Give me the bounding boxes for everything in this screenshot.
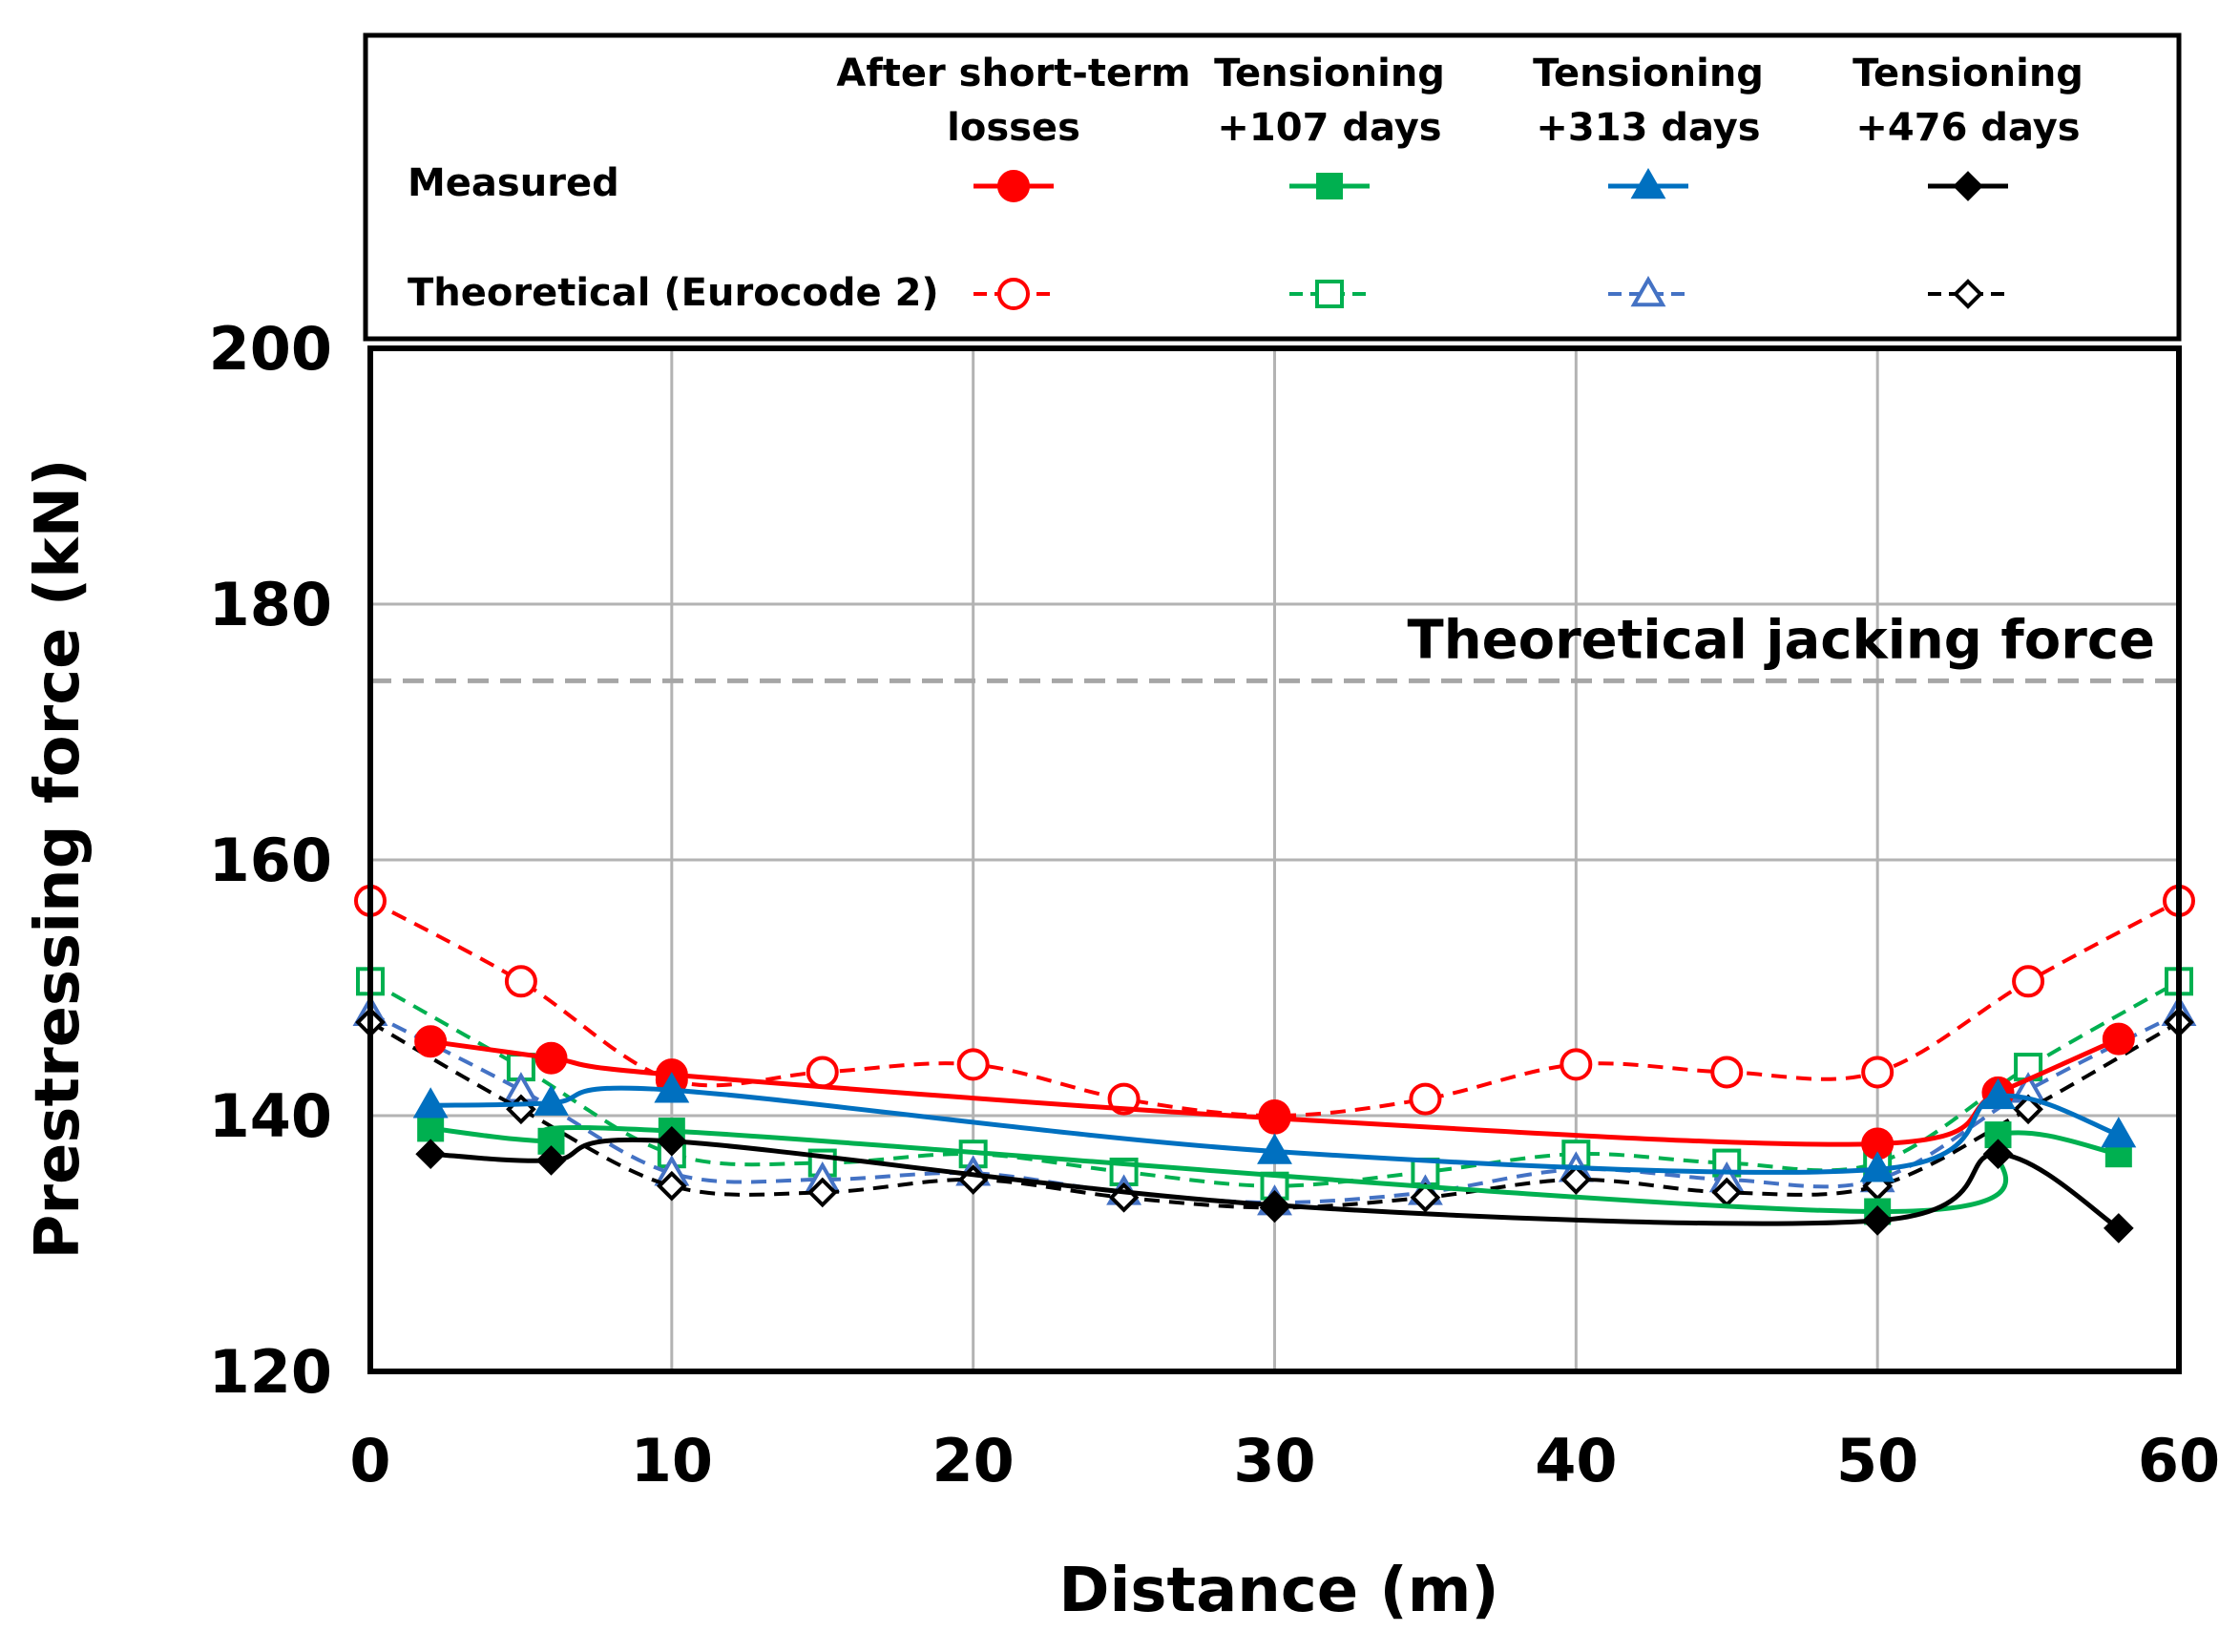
x-tick-label: 30 [1233,1426,1315,1495]
legend-marker-theoretical [1630,275,1666,307]
data-point [806,1056,839,1089]
data-point [2012,965,2045,998]
y-tick-label: 180 [209,570,332,639]
series-measured-3 [415,1125,2134,1244]
legend-col-3-line2: +313 days [1536,106,1760,150]
y-tick-label: 120 [209,1337,332,1407]
legend-col-3-line1: Tensioning [1533,52,1764,95]
legend-samples [973,167,2008,310]
y-tick-label: 200 [209,314,332,384]
data-point [414,1025,448,1058]
reference-line-group: Theoretical jacking force [370,609,2179,683]
legend-marker-theoretical [1953,279,1983,309]
x-axis-label: Distance (m) [1058,1556,1498,1626]
data-point [417,1115,445,1142]
legend-marker-measured [1953,171,1983,201]
x-tick-label: 20 [932,1426,1015,1495]
x-tick-label: 50 [1836,1426,1918,1495]
data-point [956,1048,990,1081]
data-point [1259,1189,1290,1221]
data-point [1862,1205,1893,1236]
data-point [2013,1094,2043,1125]
y-tick-label: 160 [209,826,332,895]
data-point [534,1084,569,1116]
data-point [657,1170,687,1202]
axes: 0 10 20 30 40 50 60 120 140 160 180 200 [209,314,2221,1495]
data-point [1257,1133,1292,1164]
data-point [806,1177,838,1208]
x-tick-label: 10 [631,1426,713,1495]
y-axis-label: Prestressing force (kN) [23,459,94,1260]
legend-col-1-line1: After short-term [836,52,1190,95]
data-point [2104,1213,2134,1244]
series-measured-2 [412,1072,2137,1182]
legend-col-4-line1: Tensioning [1853,52,2083,95]
legend-col-1-line2: losses [947,106,1080,150]
reference-line-label: Theoretical jacking force [1408,609,2155,671]
legend-box [363,32,2182,342]
data-point [535,1145,567,1176]
data-point [1861,1056,1895,1089]
data-point [504,965,537,998]
x-tick-label: 60 [2138,1426,2220,1495]
data-point [412,1087,449,1119]
data-point [1560,1048,1593,1081]
legend-marker-measured [1316,173,1343,199]
data-point [1710,1056,1744,1089]
data-point [1982,1139,2014,1170]
legend-col-4-line2: +476 days [1855,106,2080,150]
legend-col-2-line1: Tensioning [1214,52,1445,95]
x-tick-label: 40 [1535,1426,1617,1495]
data-point [1410,1181,1441,1213]
data-point [1980,1077,2016,1110]
data-point [2101,1117,2137,1148]
legend-marker-measured [997,170,1030,202]
legend-marker-measured [1630,167,1666,199]
legend-row-label-theoretical: Theoretical (Eurocode 2) [408,271,939,315]
data-point [1409,1082,1442,1116]
data-point [1258,1101,1291,1135]
data-point [415,1139,446,1170]
legend: Measured Theoretical (Eurocode 2) After … [363,32,2182,342]
legend-row-label-measured: Measured [408,161,619,205]
data-point [534,1041,568,1075]
x-tick-label: 0 [349,1426,390,1495]
series-group [352,884,2197,1244]
data-point [2102,1022,2135,1056]
data-point [1560,1164,1592,1195]
legend-marker-theoretical [1315,280,1344,308]
y-tick-label: 140 [209,1081,332,1151]
plot-frame [367,345,2182,1374]
legend-col-2-line2: +107 days [1217,106,1441,150]
legend-marker-theoretical [997,278,1030,310]
data-point [657,1125,687,1157]
data-point [1859,1151,1895,1182]
data-point [654,1072,690,1103]
